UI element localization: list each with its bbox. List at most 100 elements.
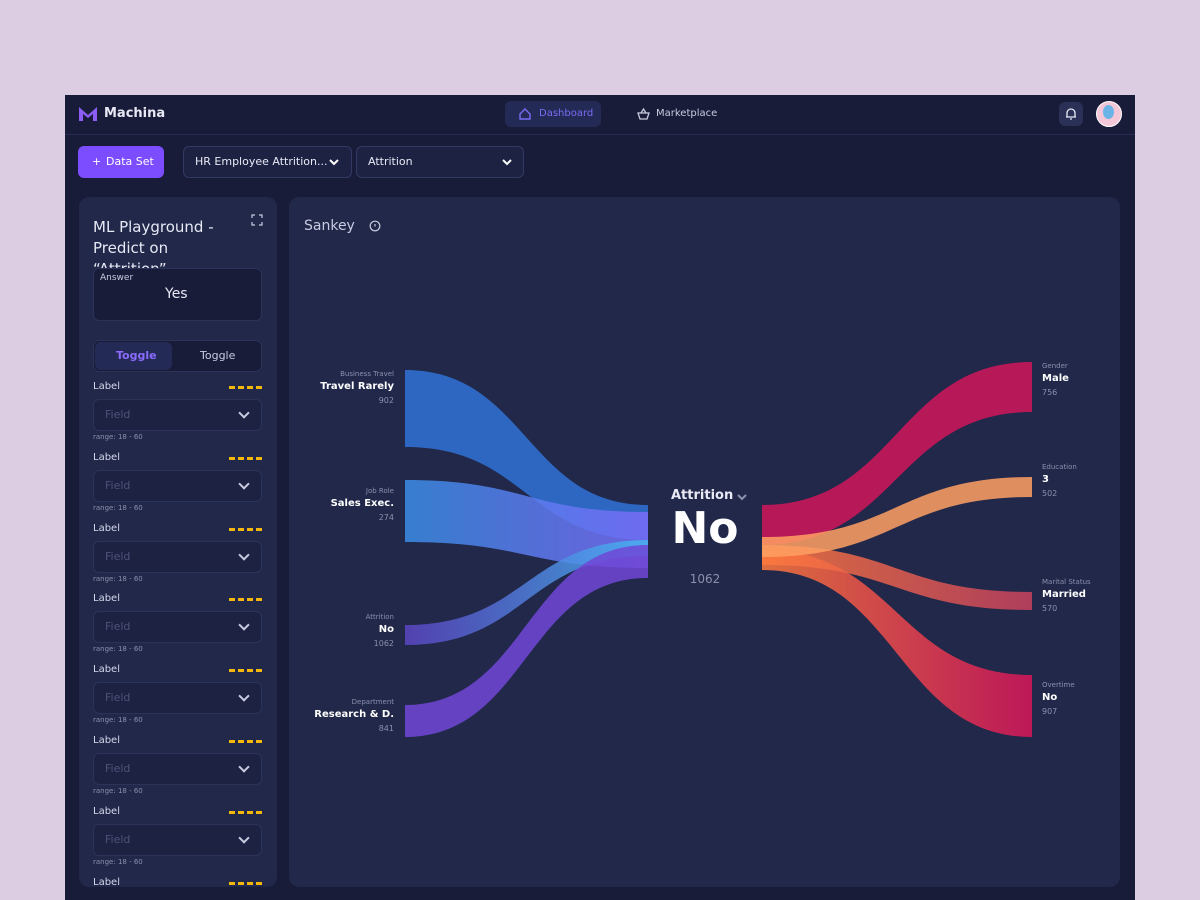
node-count: 907	[1042, 707, 1058, 716]
field-hint: range: 18 - 60	[93, 645, 143, 654]
sankey-flow	[405, 480, 648, 568]
indicator	[238, 740, 244, 743]
indicator	[229, 740, 235, 743]
field-hint: range: 18 - 60	[93, 716, 143, 725]
nav-tab[interactable]: Dashboard	[539, 108, 594, 119]
field-hint: range: 18 - 60	[93, 857, 143, 866]
brand: Machina	[104, 106, 166, 121]
indicator	[247, 810, 253, 814]
field-label: Label	[93, 451, 120, 463]
logo	[79, 107, 97, 121]
indicator	[247, 740, 253, 743]
indicator	[238, 669, 244, 673]
indicator	[229, 456, 235, 460]
add-dataset-button[interactable]	[78, 146, 164, 178]
indicator	[238, 881, 244, 885]
sankey-title: Sankey	[304, 218, 355, 234]
field-input[interactable]	[93, 469, 262, 502]
node-name: Married	[1042, 589, 1086, 600]
field-hint: range: 18 - 60	[93, 574, 143, 583]
toggle-active[interactable]	[95, 342, 172, 370]
target-value: Attrition	[368, 155, 413, 168]
sankey-flow	[762, 477, 1032, 557]
sankey-flow	[762, 550, 1032, 737]
node-count: 756	[1042, 388, 1058, 397]
indicator	[256, 456, 262, 460]
indicator	[247, 456, 253, 460]
indicator	[238, 598, 244, 602]
field-placeholder: Field	[105, 620, 131, 634]
indicator	[247, 881, 253, 885]
field-placeholder: Field	[105, 762, 131, 775]
node-count: 841	[378, 724, 394, 733]
node-count: 570	[1042, 604, 1058, 613]
nav-tab-active[interactable]	[505, 101, 601, 127]
node-name: Male	[1042, 373, 1069, 384]
field-placeholder: Field	[105, 549, 131, 563]
field-input[interactable]	[93, 540, 262, 573]
home-icon	[519, 108, 531, 120]
indicator	[256, 669, 262, 673]
indicator	[238, 386, 244, 389]
node-name: No	[378, 624, 394, 635]
field-label: Label	[93, 381, 120, 392]
indicator	[238, 527, 244, 531]
indicator	[238, 456, 244, 460]
sankey-flow	[405, 540, 648, 645]
field-label: Label	[93, 664, 120, 676]
sankey-flow	[762, 545, 1032, 610]
node-name: No	[1042, 692, 1058, 703]
node-count: 502	[1042, 489, 1058, 498]
indicator	[229, 669, 235, 673]
indicator	[256, 881, 262, 885]
toggle[interactable]: Toggle	[200, 349, 236, 362]
bell-icon	[1066, 108, 1076, 120]
indicator	[256, 598, 262, 602]
node-category: Department	[351, 698, 394, 706]
field-label: Label	[93, 522, 120, 534]
node-category: Attrition	[365, 613, 394, 621]
indicator	[247, 598, 253, 602]
field-input[interactable]	[93, 611, 262, 644]
plus: +	[92, 155, 102, 168]
chevron[interactable]	[737, 493, 747, 501]
node-name: 3	[1042, 474, 1049, 485]
indicator	[229, 881, 235, 885]
node-count: 902	[378, 396, 394, 405]
toggle[interactable]: Toggle	[116, 349, 157, 362]
center-label: Attrition	[671, 488, 734, 503]
target-select[interactable]	[356, 146, 524, 178]
field-hint: range: 18 - 60	[93, 787, 143, 795]
node-count: 1062	[373, 639, 394, 648]
field-input[interactable]	[93, 682, 262, 715]
field-label: Label	[93, 593, 120, 605]
center-value: No	[671, 503, 739, 554]
field-hint: range: 18 - 60	[93, 503, 143, 512]
sankey-flow	[405, 545, 648, 737]
answer-box	[93, 268, 262, 321]
dataset-select[interactable]	[183, 146, 352, 178]
indicator	[256, 810, 262, 814]
indicator	[256, 740, 262, 743]
node-category: Overtime	[1042, 681, 1075, 689]
button-label: Data Set	[106, 155, 154, 168]
answer-label: Answer	[100, 273, 134, 283]
field-label: Label	[93, 735, 120, 746]
node-name: Sales Exec.	[330, 498, 394, 509]
sankey-flow	[762, 362, 1032, 545]
node-name: Travel Rarely	[320, 381, 394, 392]
field-hint: range: 18 - 60	[93, 433, 143, 441]
nav-tab[interactable]: Marketplace	[656, 108, 718, 119]
field-placeholder: Field	[105, 832, 131, 846]
notification-button[interactable]	[1059, 102, 1083, 126]
indicator	[256, 386, 262, 389]
expand-icon[interactable]	[251, 214, 263, 226]
info-icon[interactable]	[369, 220, 381, 232]
field-input[interactable]	[93, 753, 262, 785]
field-input[interactable]	[93, 399, 262, 431]
field-input[interactable]	[93, 823, 262, 856]
dataset-value: HR Employee Attrition...	[195, 155, 328, 168]
indicator	[229, 386, 235, 389]
